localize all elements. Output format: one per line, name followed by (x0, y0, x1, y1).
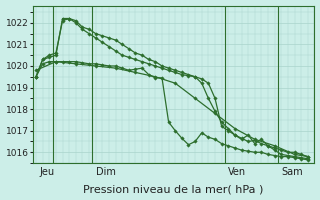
X-axis label: Pression niveau de la mer( hPa ): Pression niveau de la mer( hPa ) (84, 184, 264, 194)
Text: Sam: Sam (281, 167, 303, 177)
Text: Ven: Ven (228, 167, 246, 177)
Text: Jeu: Jeu (39, 167, 54, 177)
Text: Dim: Dim (96, 167, 116, 177)
